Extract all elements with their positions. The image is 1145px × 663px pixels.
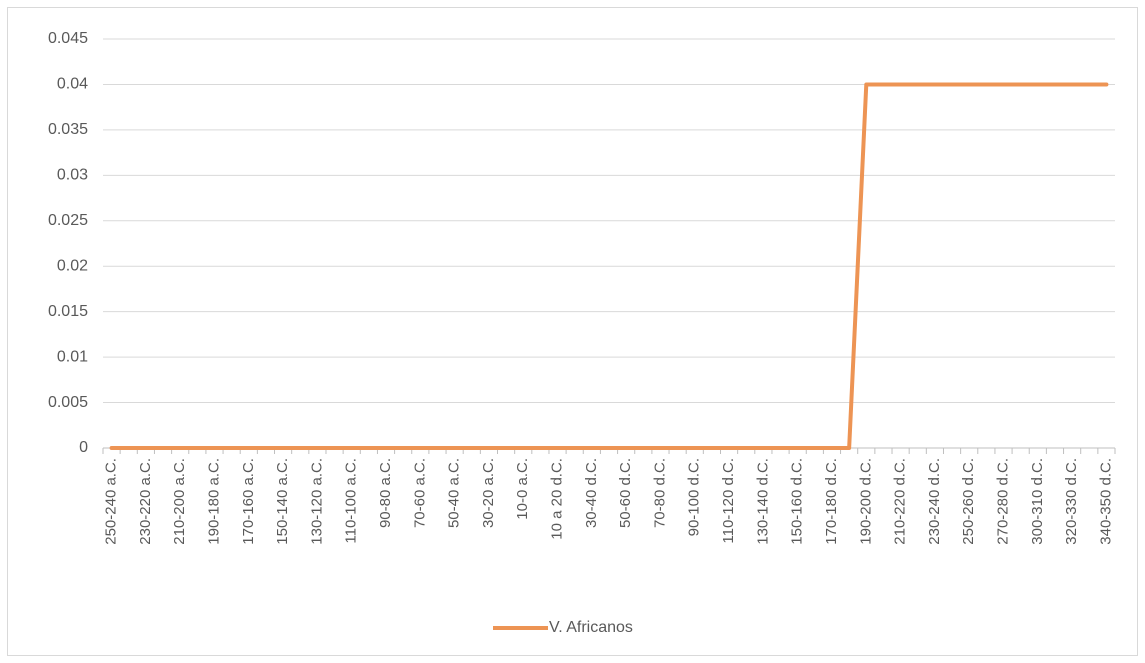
x-tick-label: 190-180 a.C.	[205, 458, 222, 545]
x-tick-label: 10 a 20 d.C.	[549, 458, 566, 540]
y-tick-label: 0.03	[57, 167, 88, 184]
x-tick-label: 50-40 a.C.	[446, 458, 463, 528]
x-tick-label: 70-80 d.C.	[651, 458, 668, 528]
series-line-0	[109, 82, 1109, 450]
x-tick-label: 250-260 d.C.	[960, 458, 977, 545]
y-tick-label: 0.015	[48, 303, 88, 320]
x-tick-label: 320-330 d.C.	[1063, 458, 1080, 545]
y-tick-label: 0.01	[57, 348, 88, 365]
x-tick-label: 170-180 d.C.	[823, 458, 840, 545]
x-tick-label: 10-0 a.C.	[514, 458, 531, 520]
x-tick-label: 340-350 d.C.	[1097, 458, 1114, 545]
x-tick-label: 270-280 d.C.	[994, 458, 1011, 545]
x-tick-label: 230-240 d.C.	[926, 458, 943, 545]
x-tick-label: 110-100 a.C.	[343, 458, 360, 544]
x-tick-label: 90-80 a.C.	[377, 458, 394, 528]
x-tick-label: 90-100 d.C.	[686, 458, 703, 536]
y-tick-label: 0.045	[48, 30, 88, 47]
x-tick-label: 50-60 d.C.	[617, 458, 634, 528]
x-tick-label: 130-140 d.C.	[754, 458, 771, 545]
x-tick-label: 190-200 d.C.	[857, 458, 874, 545]
x-tick-label: 210-220 d.C.	[892, 458, 909, 545]
series-lines	[109, 82, 1109, 450]
x-tick-label: 170-160 a.C.	[240, 458, 257, 545]
x-tick-label: 150-140 a.C.	[274, 458, 291, 545]
legend-label: V. Africanos	[549, 619, 633, 636]
y-tick-label: 0.035	[48, 121, 88, 138]
x-tick-label: 230-220 a.C.	[137, 458, 154, 545]
y-tick-label: 0	[79, 439, 88, 456]
x-tick-label: 110-120 d.C.	[720, 458, 737, 544]
line-chart: 0 0.005 0.01 0.015 0.02 0.025 0.03 0.035 0.04 0.0…	[48, 30, 1116, 636]
x-tick-label: 150-160 d.C.	[789, 458, 806, 545]
y-tick-label: 0.005	[48, 394, 88, 411]
y-axis-tick-labels: 0 0.005 0.01 0.015 0.02 0.025 0.03 0.035 0.04 0.0…	[48, 30, 88, 456]
x-tick-label: 210-200 a.C.	[171, 458, 188, 545]
x-tick-label: 300-310 d.C.	[1029, 458, 1046, 545]
chart-area: 0 0.005 0.01 0.015 0.02 0.025 0.03 0.035 0.04 0.0…	[7, 7, 1138, 656]
x-tick-label: 30-20 a.C.	[480, 458, 497, 528]
legend: V. Africanos	[493, 619, 633, 636]
x-tick-label: 130-120 a.C.	[308, 458, 325, 545]
gridlines	[102, 38, 1116, 454]
x-tick-label: 70-60 a.C.	[411, 458, 428, 528]
x-axis-tick-labels: 250-240 a.C. 230-220 a.C. 210-200 a.C. 190-…	[103, 458, 1115, 545]
x-tick-label: 250-240 a.C.	[103, 458, 120, 545]
x-tick-label: 30-40 d.C.	[583, 458, 600, 528]
y-tick-label: 0.025	[48, 212, 88, 229]
y-tick-label: 0.02	[57, 257, 88, 274]
y-tick-label: 0.04	[57, 76, 88, 93]
